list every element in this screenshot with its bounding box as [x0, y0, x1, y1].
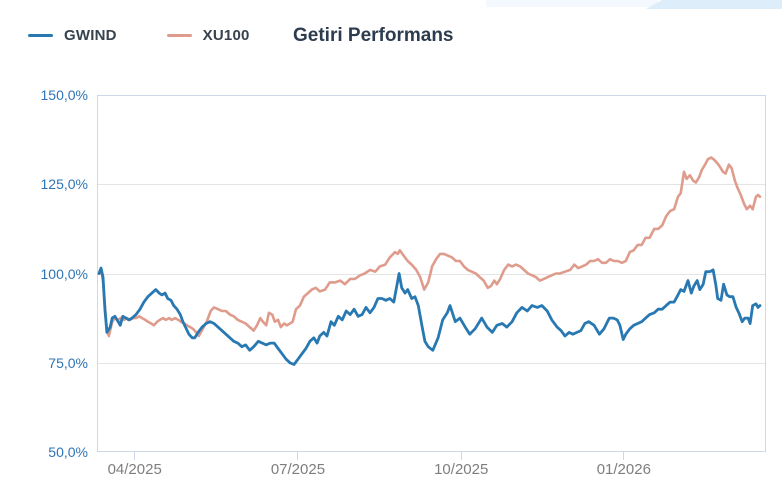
x-axis-tick-01-2026	[623, 452, 625, 460]
plot-area[interactable]	[97, 95, 766, 452]
gwind-line-swatch-icon	[28, 34, 53, 37]
legend-item-gwind[interactable]: GWIND	[28, 27, 117, 44]
gwind-series-line[interactable]	[97, 266, 762, 366]
x-axis-tick-07-2025	[297, 452, 299, 460]
x-axis-tick-10-2025	[460, 452, 462, 460]
gridline-75	[98, 362, 765, 364]
y-axis-label-75: 75,0%	[48, 354, 88, 371]
top-right-partial-button[interactable]	[646, 0, 782, 9]
y-axis-label-50: 50,0%	[48, 444, 88, 460]
x-axis-label-10-2025: 10/2025	[434, 461, 489, 478]
chart-legend: GWIND XU100	[28, 27, 250, 44]
legend-item-xu100[interactable]: XU100	[166, 27, 250, 44]
legend-label-xu100: XU100	[202, 27, 250, 44]
y-axis-label-150: 150,0%	[40, 87, 88, 103]
y-axis-label-125: 125,0%	[40, 176, 88, 193]
legend-label-gwind: GWIND	[64, 27, 117, 44]
x-axis-tick-04-2025	[134, 452, 136, 460]
chart-title: Getiri Performans	[293, 25, 454, 46]
xu100-line-swatch-icon	[166, 34, 192, 37]
gridline-125	[98, 184, 765, 186]
x-axis-label-01-2026: 01/2026	[596, 461, 651, 478]
x-axis-label-04-2025: 04/2025	[107, 461, 162, 478]
series-canvas	[97, 156, 762, 366]
xu100-series-line[interactable]	[97, 156, 762, 338]
y-axis-label-100: 100,0%	[40, 265, 88, 282]
x-axis-label-07-2025: 07/2025	[270, 461, 326, 478]
top-right-partial-button-light[interactable]	[486, 0, 658, 7]
